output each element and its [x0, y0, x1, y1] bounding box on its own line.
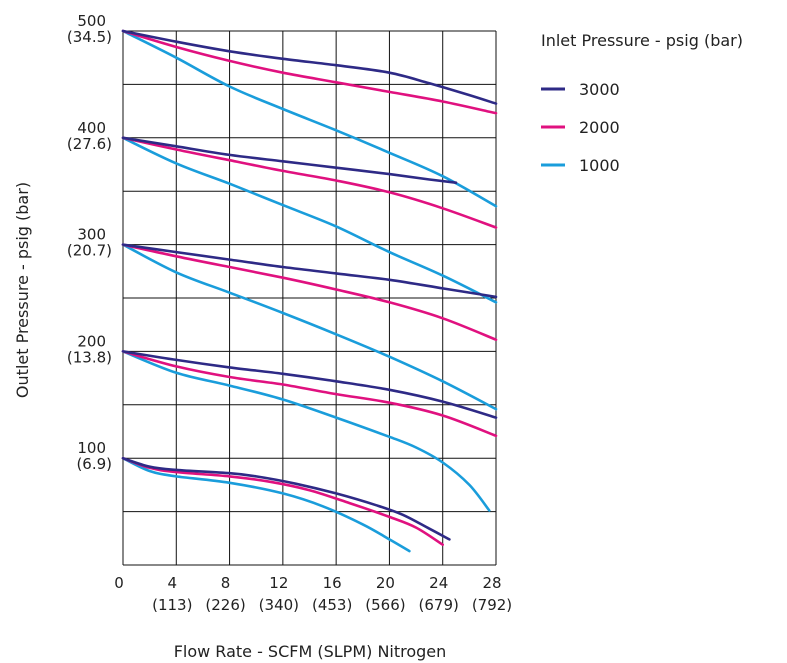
- x-tick-labels: 0 4 (113) 8 (226) 12 (340) 16 (453) 20 (566) 24 (679…: [114, 574, 512, 614]
- x-tick-label: 16: [323, 574, 342, 592]
- series-line-3000-curve-2: [121, 136, 458, 184]
- series-line-1000-curve-3: [121, 243, 498, 411]
- y-tick-sublabel: (13.8): [67, 348, 112, 366]
- y-tick-sublabel: (6.9): [76, 455, 112, 473]
- series-line-2000-curve-3: [121, 243, 498, 341]
- series-line-2000-curve-1: [121, 29, 498, 115]
- series-line-2000-curve-5: [121, 456, 444, 546]
- series-line-3000-curve-3: [121, 243, 498, 299]
- y-tick-sublabel: (27.6): [67, 135, 112, 153]
- y-tick-label: 500: [77, 12, 106, 30]
- x-tick-label: 8: [221, 574, 231, 592]
- x-tick-sublabel: (226): [205, 596, 245, 614]
- y-tick-label: 300: [77, 226, 106, 244]
- x-tick-label: 24: [429, 574, 448, 592]
- x-tick-sublabel: (340): [259, 596, 299, 614]
- series-line-1000-curve-5: [121, 456, 411, 553]
- x-axis-title: Flow Rate - SCFM (SLPM) Nitrogen: [174, 642, 447, 661]
- legend: Inlet Pressure - psig (bar) 3000 2000 1000: [541, 31, 743, 175]
- series-line-1000-curve-1: [121, 29, 498, 208]
- y-tick-sublabel: (34.5): [67, 28, 112, 46]
- x-tick-label: 12: [269, 574, 288, 592]
- y-tick-labels: 100(6.9) 200(13.8) 300(20.7) 400(27.6) 500(3…: [67, 12, 112, 473]
- x-tick-label: 4: [168, 574, 178, 592]
- legend-label: 3000: [579, 80, 620, 99]
- legend-title: Inlet Pressure - psig (bar): [541, 31, 743, 50]
- x-tick-label: 0: [114, 574, 124, 592]
- x-tick-sublabel: (453): [312, 596, 352, 614]
- series-line-2000-curve-4: [121, 350, 498, 438]
- series-line-3000-curve-5: [121, 456, 451, 541]
- x-tick-sublabel: (113): [152, 596, 192, 614]
- y-tick-sublabel: (20.7): [67, 242, 112, 260]
- series-line-1000-curve-2: [121, 136, 498, 304]
- x-tick-label: 20: [376, 574, 395, 592]
- grid: [122, 30, 497, 566]
- series-line-2000-curve-2: [121, 136, 498, 229]
- series-line-3000-curve-4: [121, 350, 498, 419]
- legend-label: 2000: [579, 118, 620, 137]
- legend-label: 1000: [579, 156, 620, 175]
- y-tick-label: 100: [77, 439, 106, 457]
- x-tick-label: 28: [482, 574, 501, 592]
- y-tick-label: 400: [77, 119, 106, 137]
- series-lines: [121, 29, 498, 553]
- series-line-1000-curve-4: [121, 350, 491, 512]
- y-axis-title: Outlet Pressure - psig (bar): [13, 182, 32, 398]
- x-tick-sublabel: (566): [365, 596, 405, 614]
- y-tick-label: 200: [77, 332, 106, 350]
- x-tick-sublabel: (679): [419, 596, 459, 614]
- series-line-3000-curve-1: [121, 29, 498, 105]
- x-tick-sublabel: (792): [472, 596, 512, 614]
